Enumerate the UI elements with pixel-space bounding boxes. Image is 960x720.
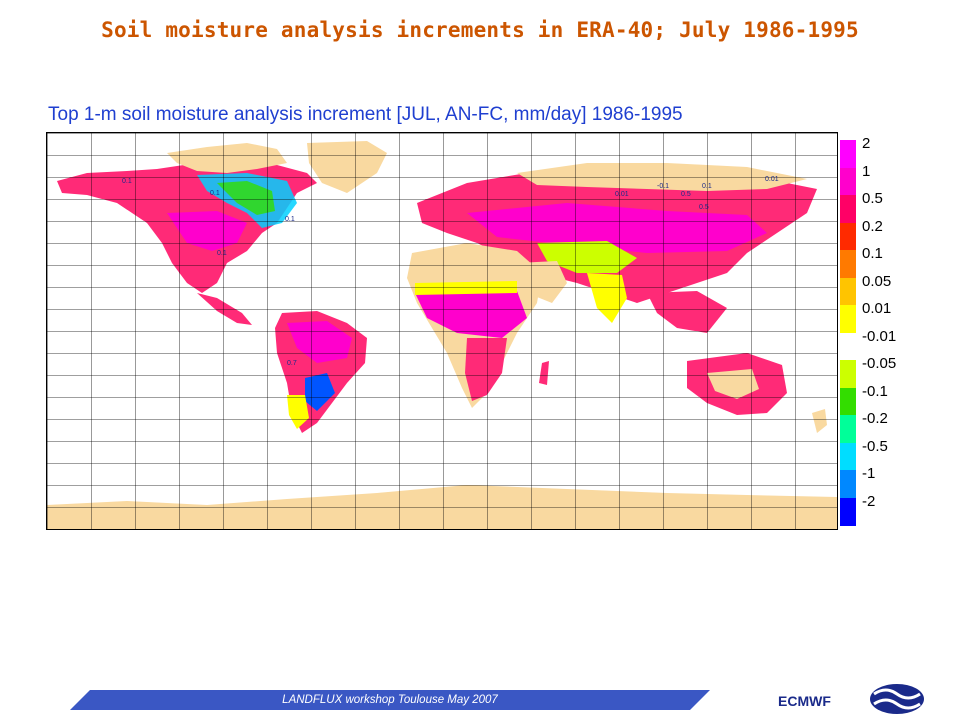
legend-label: -0.1	[862, 382, 888, 400]
legend-label: -0.2	[862, 410, 888, 427]
contour-label: 0.1	[217, 250, 227, 257]
color-legend: 2 1 0.5 0.2 0.1 0.05 0.01 -0.01 -0.05 -0.1 -0.2 -0.…	[840, 136, 900, 526]
legend-label: -1	[862, 465, 876, 482]
slide-title: Soil moisture analysis increments in ERA…	[101, 18, 859, 42]
legend-swatch	[840, 360, 856, 388]
legend-label: 0.5	[862, 190, 883, 207]
ecmwf-logo	[870, 684, 924, 714]
world-map: 0.1 0.1 0.1 0.1 0.7 0.01 -0.1 0.5 0.1 0.…	[47, 133, 837, 529]
legend-label: -0.5	[862, 437, 888, 455]
contour-label: 0.5	[699, 204, 709, 211]
legend-swatch	[840, 332, 856, 361]
footer-bar	[70, 690, 710, 710]
legend-label: 1	[862, 162, 871, 180]
contour-label: 0.1	[702, 183, 712, 190]
legend-swatch	[840, 250, 856, 278]
legend-swatch	[840, 140, 856, 168]
legend-label: 0.01	[862, 300, 892, 317]
legend-label: 0.2	[862, 217, 883, 235]
contour-label: 0.01	[765, 176, 779, 183]
legend-label: 0.05	[862, 272, 892, 290]
contour-label: 0.5	[681, 191, 691, 198]
org-label: ECMWF	[778, 693, 831, 709]
legend-swatch	[840, 497, 856, 526]
legend-swatch	[840, 167, 856, 196]
legend-label: 2	[862, 135, 871, 152]
map-title: Top 1-m soil moisture analysis increment…	[48, 104, 683, 125]
legend-swatch	[840, 387, 856, 416]
legend-swatch	[840, 222, 856, 251]
legend-label: -2	[862, 492, 876, 510]
footer-text: LANDFLUX workshop Toulouse May 2007	[282, 694, 498, 706]
legend-label: -0.01	[862, 327, 897, 345]
contour-label: 0.7	[287, 360, 297, 367]
contour-label: -0.1	[657, 183, 669, 190]
contour-label: 0.1	[122, 178, 132, 185]
legend-swatch	[840, 442, 856, 471]
contour-label: 0.1	[285, 216, 295, 223]
legend-swatch	[840, 305, 856, 333]
legend-swatch	[840, 195, 856, 223]
footer-text-wrap: LANDFLUX workshop Toulouse May 2007	[70, 690, 710, 710]
legend-label: -0.05	[862, 355, 897, 372]
legend-swatch	[840, 470, 856, 498]
legend-label: 0.1	[862, 245, 883, 262]
contour-label: 0.01	[615, 191, 629, 198]
contour-label: 0.1	[210, 190, 220, 197]
legend-swatch	[840, 415, 856, 443]
map-panel: 0.1 0.1 0.1 0.1 0.7 0.01 -0.1 0.5 0.1 0.…	[46, 132, 838, 530]
legend-swatch	[840, 277, 856, 306]
